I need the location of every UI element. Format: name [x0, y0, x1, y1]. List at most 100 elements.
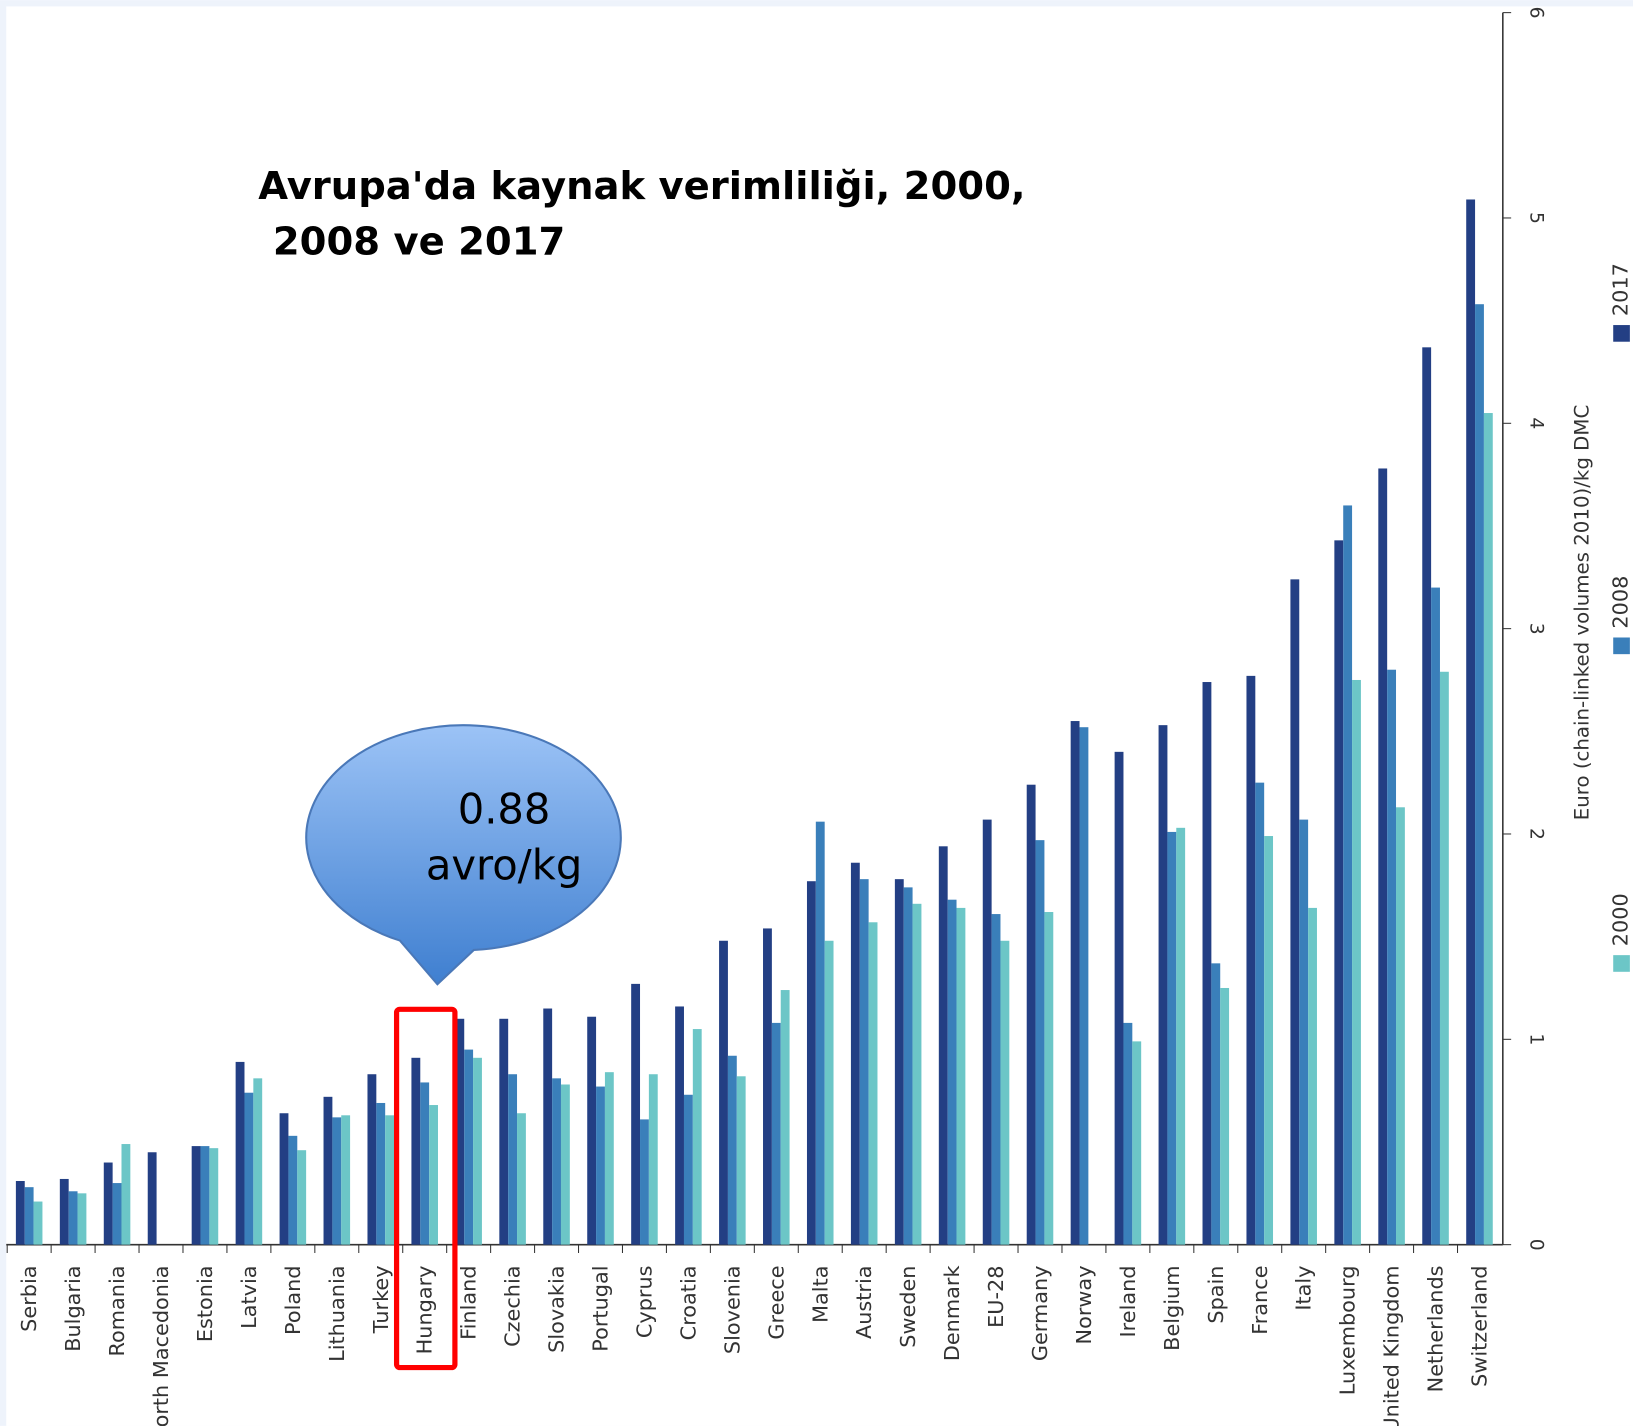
x-tick-label: Slovenia — [720, 1265, 744, 1354]
x-tick-label: Latvia — [237, 1265, 261, 1328]
bar — [1422, 347, 1432, 1245]
bar — [517, 1113, 526, 1245]
x-tick-label: Slovakia — [545, 1265, 569, 1352]
x-tick-label: Italy — [1292, 1265, 1316, 1310]
bar — [1026, 784, 1036, 1245]
chart-title: 2008 ve 2017 — [273, 219, 565, 264]
bar — [1343, 505, 1353, 1245]
x-tick-label: Greece — [764, 1265, 788, 1339]
bar — [780, 990, 790, 1245]
bar — [1299, 819, 1309, 1245]
bar — [420, 1082, 430, 1245]
bar — [464, 1049, 474, 1245]
bar — [719, 940, 728, 1245]
bar — [121, 1144, 131, 1245]
bar — [1439, 671, 1449, 1245]
x-tick-label: Cyprus — [632, 1265, 656, 1338]
bar — [411, 1057, 421, 1245]
bar — [473, 1057, 482, 1245]
x-tick-label: EU-28 — [984, 1265, 1008, 1327]
bar — [1255, 782, 1265, 1245]
legend-swatch — [1613, 325, 1630, 342]
bar — [771, 1022, 781, 1245]
bar — [24, 1187, 34, 1245]
x-tick-label: Switzerland — [1468, 1265, 1492, 1386]
x-tick-label: Portugal — [589, 1265, 613, 1351]
bar — [59, 1178, 69, 1245]
x-tick-label: Czechia — [501, 1265, 525, 1346]
bar — [868, 922, 878, 1245]
x-tick-label: Spain — [1204, 1265, 1228, 1323]
callout-bubble — [305, 724, 622, 986]
bar — [1000, 940, 1010, 1245]
bar — [332, 1117, 342, 1245]
x-tick-label: Turkey — [369, 1265, 393, 1334]
callout-text: avro/kg — [426, 841, 582, 890]
bar — [736, 1076, 746, 1245]
bar — [815, 821, 825, 1245]
x-tick-label: France — [1248, 1265, 1272, 1334]
x-tick-label: Bulgaria — [61, 1265, 85, 1351]
bar — [1211, 963, 1221, 1245]
bar — [288, 1135, 298, 1245]
bar — [508, 1074, 518, 1245]
x-tick-label: Belgium — [1160, 1265, 1184, 1350]
legend-label: 2017 — [1609, 263, 1633, 316]
bar — [903, 887, 913, 1245]
bar — [560, 1084, 570, 1245]
x-tick-label: Malta — [808, 1265, 832, 1322]
legend-swatch — [1613, 955, 1630, 972]
y-tick-label: 6 — [1526, 7, 1547, 19]
bar — [1158, 725, 1168, 1245]
bar — [1466, 199, 1476, 1245]
y-tick-label: 2 — [1526, 828, 1547, 840]
bar — [894, 879, 904, 1245]
bar — [1387, 669, 1397, 1245]
x-tick-label: Sweden — [896, 1265, 920, 1347]
bar — [596, 1086, 605, 1245]
bar — [1352, 679, 1361, 1245]
bar — [1176, 827, 1186, 1245]
bar — [455, 1018, 465, 1245]
bar — [1290, 579, 1300, 1245]
y-tick-label: 3 — [1526, 623, 1547, 635]
bar — [1264, 836, 1274, 1245]
legend-label: 2000 — [1609, 893, 1633, 946]
bar — [824, 940, 834, 1245]
bar — [253, 1078, 263, 1245]
legend-swatch — [1613, 637, 1630, 655]
bar — [77, 1193, 87, 1245]
bar — [209, 1148, 219, 1245]
bar — [112, 1183, 122, 1245]
x-tick-label: Hungary — [413, 1265, 437, 1354]
bar — [1378, 468, 1388, 1245]
y-tick-label: 0 — [1526, 1239, 1547, 1251]
bar — [850, 862, 860, 1245]
callout-text: 0.88 — [458, 784, 551, 833]
bar — [806, 881, 816, 1245]
bar — [912, 903, 922, 1245]
bar — [429, 1105, 438, 1245]
x-tick-label: Serbia — [17, 1265, 41, 1331]
bar — [1114, 751, 1124, 1245]
x-tick-label: Ireland — [1116, 1265, 1140, 1337]
bar — [147, 1152, 157, 1245]
x-tick-label: Norway — [1072, 1265, 1096, 1344]
bar — [727, 1055, 737, 1245]
x-tick-label: United Kingdom — [1380, 1265, 1404, 1426]
bar — [692, 1029, 702, 1245]
bar — [15, 1181, 25, 1245]
bar — [1475, 304, 1484, 1245]
bar — [675, 1006, 684, 1245]
bar — [1431, 587, 1440, 1245]
bar — [1070, 721, 1080, 1245]
bar — [68, 1191, 78, 1245]
highlight-box — [393, 1006, 458, 1371]
y-axis-label: Euro (chain-linked volumes 2010)/kg DMC — [1571, 405, 1594, 821]
bar — [1483, 413, 1493, 1245]
bar — [1334, 540, 1344, 1245]
bar — [1202, 682, 1212, 1245]
bar — [1132, 1041, 1142, 1245]
bar — [297, 1150, 307, 1245]
